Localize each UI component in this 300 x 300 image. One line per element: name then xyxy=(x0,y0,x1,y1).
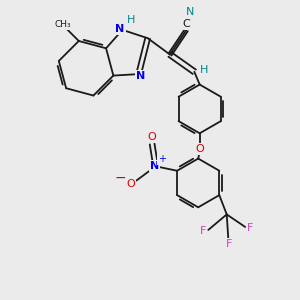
Text: F: F xyxy=(247,224,254,233)
Text: H: H xyxy=(200,65,208,75)
Text: N: N xyxy=(116,24,125,34)
Text: F: F xyxy=(226,238,232,249)
Text: H: H xyxy=(127,15,135,26)
Text: +: + xyxy=(158,154,166,164)
Text: O: O xyxy=(127,179,135,189)
Text: O: O xyxy=(195,144,204,154)
Text: O: O xyxy=(148,133,157,142)
Text: F: F xyxy=(200,226,206,236)
Text: N: N xyxy=(186,7,194,17)
Text: −: − xyxy=(114,171,126,184)
Text: N: N xyxy=(150,161,159,171)
Text: N: N xyxy=(136,70,146,81)
Text: C: C xyxy=(182,19,190,28)
Text: CH₃: CH₃ xyxy=(54,20,71,29)
